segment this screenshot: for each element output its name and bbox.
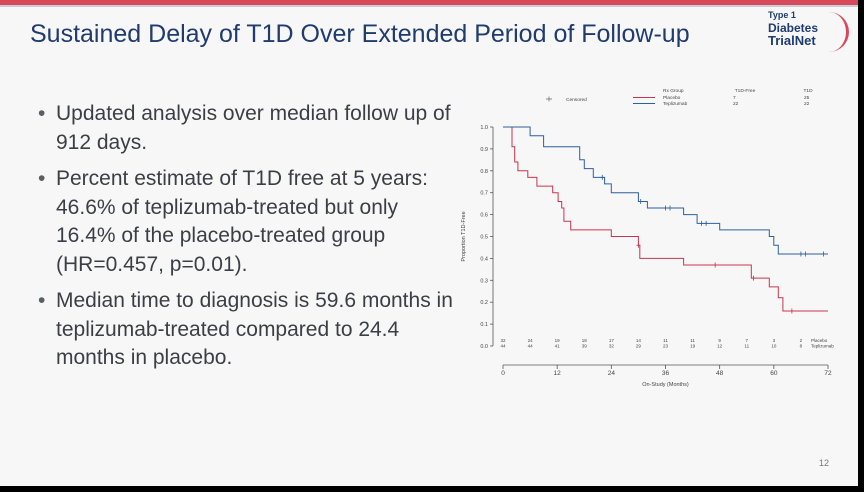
at-risk-row-label: Placebo [811, 338, 828, 343]
legend-series-label: Placebo [663, 95, 681, 101]
at-risk-value: 11 [744, 344, 749, 349]
at-risk-value: 19 [555, 338, 561, 343]
censored-mark [663, 205, 668, 211]
bullet-dot-icon: • [38, 289, 46, 312]
censored-mark [713, 262, 718, 268]
censored-mark [798, 251, 803, 257]
at-risk-value: 18 [582, 338, 588, 343]
at-risk-value: 8 [800, 344, 803, 349]
y-tick-label: 0.7 [480, 191, 488, 197]
at-risk-value: 3 [773, 338, 776, 343]
legend-header-group: Rx Group [663, 88, 684, 94]
censored-mark [704, 220, 709, 226]
y-tick-label: 1.0 [480, 125, 488, 131]
at-risk-value: 44 [500, 344, 506, 349]
y-tick-label: 0.6 [480, 213, 488, 219]
legend-header-t1d: T1D [803, 88, 813, 94]
censored-mark [636, 242, 641, 248]
x-tick-label: 0 [501, 370, 505, 377]
trialnet-logo: Type 1 Diabetes TrialNet [760, 8, 852, 58]
legend-t1d-value: 22 [804, 101, 810, 107]
slide-title: Sustained Delay of T1D Over Extended Per… [30, 20, 690, 48]
legend-censored-label: Censored [566, 97, 587, 103]
censored-mark [789, 308, 794, 314]
x-tick-label: 60 [770, 370, 778, 377]
bullet-item: • Percent estimate of T1D free at 5 years… [36, 165, 456, 279]
at-risk-value: 41 [555, 344, 561, 349]
x-tick-label: 72 [824, 370, 832, 377]
legend-header-t1d-free: T1D-Free [735, 88, 756, 94]
at-risk-value: 23 [663, 344, 669, 349]
x-tick-label: 12 [554, 370, 562, 377]
x-axis-label: On-Study (Months) [642, 382, 689, 388]
y-tick-label: 0.0 [480, 344, 488, 350]
bullet-dot-icon: • [38, 167, 46, 190]
x-tick-label: 24 [608, 370, 616, 377]
logo-line-1: Type 1 [768, 10, 796, 20]
y-tick-label: 0.8 [480, 169, 488, 175]
censored-mark [668, 205, 673, 211]
y-tick-label: 0.4 [480, 256, 488, 262]
y-tick-label: 0.3 [480, 278, 488, 284]
x-tick-label: 36 [662, 370, 670, 377]
page-number: 12 [819, 458, 830, 468]
y-axis-label: Proportion T1D-Free [461, 211, 467, 261]
at-risk-value: 10 [771, 344, 777, 349]
logo-line-3: TrialNet [768, 33, 816, 48]
at-risk-value: 24 [528, 338, 534, 343]
y-tick-label: 0.9 [480, 147, 488, 153]
y-tick-label: 0.5 [480, 235, 488, 241]
at-risk-value: 39 [582, 344, 588, 349]
bullet-item: • Median time to diagnosis is 59.6 months… [36, 287, 456, 373]
at-risk-value: 11 [663, 338, 668, 343]
at-risk-value: 32 [609, 344, 615, 349]
at-risk-value: 29 [636, 344, 642, 349]
bullet-text: Percent estimate of T1D free at 5 years:… [56, 167, 428, 276]
y-tick-label: 0.2 [480, 300, 488, 306]
bullet-dot-icon: • [38, 102, 46, 125]
series-line-teplizumab [503, 126, 828, 255]
top-accent-bar [0, 0, 858, 5]
top-accent-line [0, 5, 858, 7]
at-risk-value: 14 [636, 338, 642, 343]
logo-line-2: Diabetes [768, 21, 819, 35]
legend-t1d-free-value: 22 [733, 101, 739, 107]
at-risk-value: 32 [500, 338, 506, 343]
at-risk-row-label: Teplizumab [811, 344, 834, 349]
legend-t1d-free-value: 7 [733, 95, 736, 101]
censored-mark [803, 251, 808, 257]
logo-arc-icon [818, 12, 849, 52]
at-risk-value: 2 [800, 338, 803, 343]
censored-mark [821, 251, 826, 257]
series-line-placebo [503, 126, 828, 312]
legend-censored-mark [546, 96, 552, 102]
x-tick-label: 48 [716, 370, 724, 377]
y-tick-label: 0.1 [480, 322, 488, 328]
at-risk-value: 7 [745, 338, 748, 343]
bullet-list: • Updated analysis over median follow up … [36, 100, 456, 381]
censored-mark [699, 220, 704, 226]
at-risk-value: 9 [718, 338, 721, 343]
bullet-text: Median time to diagnosis is 59.6 months … [56, 289, 453, 369]
at-risk-value: 11 [690, 338, 695, 343]
at-risk-value: 19 [690, 344, 696, 349]
bullet-item: • Updated analysis over median follow up … [36, 100, 456, 157]
at-risk-value: 12 [717, 344, 723, 349]
censored-mark [751, 275, 756, 281]
legend-series-label: Teplizumab [663, 101, 688, 107]
at-risk-value: 44 [528, 344, 534, 349]
legend-t1d-value: 25 [804, 95, 810, 101]
bullet-text: Updated analysis over median follow up o… [56, 102, 451, 154]
censored-mark [638, 198, 643, 204]
censored-mark [600, 174, 605, 180]
at-risk-value: 17 [609, 338, 615, 343]
